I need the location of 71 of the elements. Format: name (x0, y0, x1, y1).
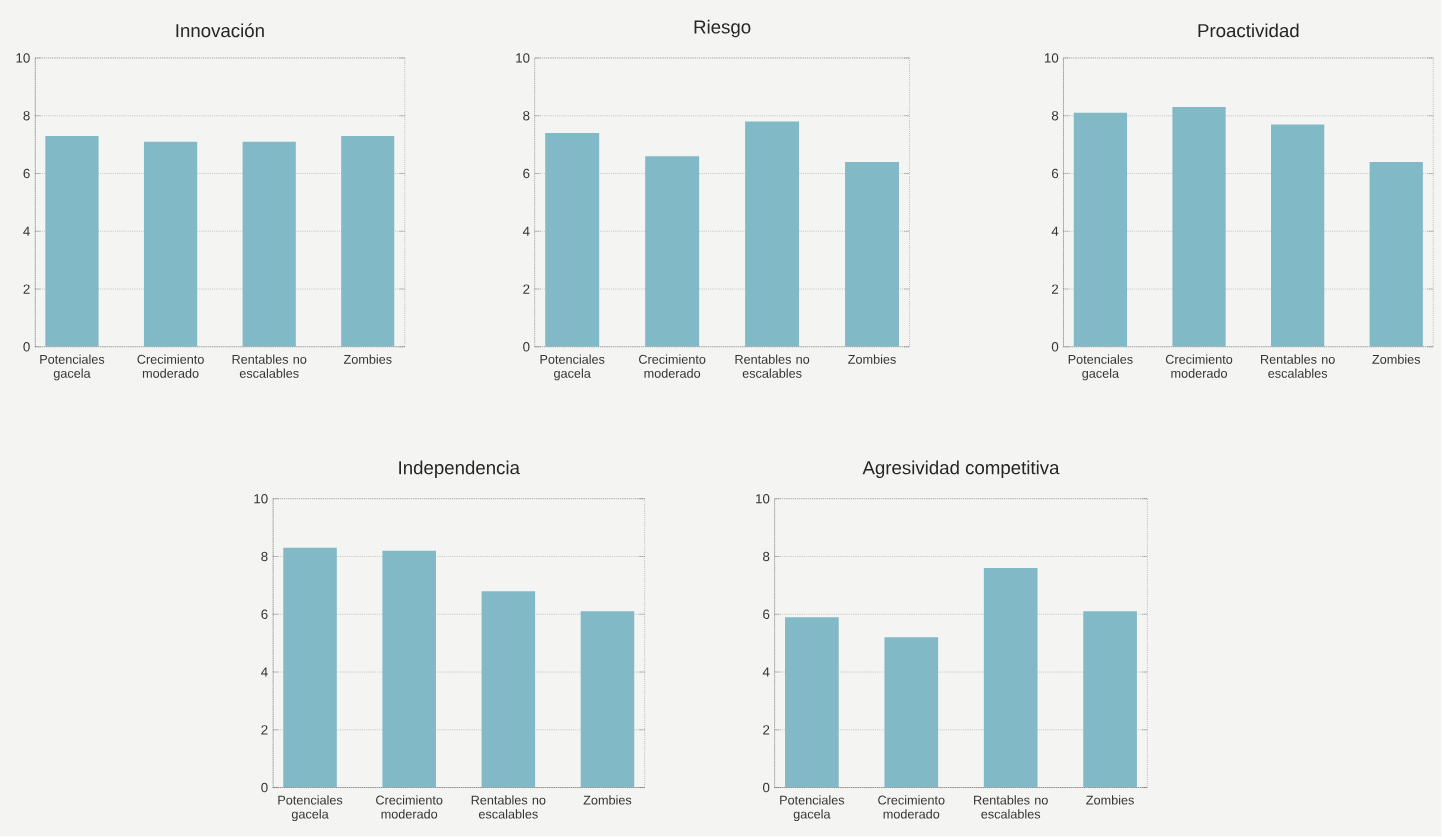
y-tick-label: 4 (522, 226, 530, 237)
bar (1271, 124, 1325, 348)
y-tick-label: 10 (254, 494, 268, 504)
bar (983, 568, 1038, 788)
x-tick-label: Zombies (343, 354, 392, 365)
bar (745, 121, 800, 348)
bar (580, 611, 635, 788)
x-tick-label: Rentables no escalables (232, 354, 307, 379)
y-tick-label: 4 (762, 667, 770, 677)
x-tick-label: Potenciales gacela (278, 795, 343, 822)
y-tick-label: 4 (261, 667, 268, 677)
y-tick-label: 6 (763, 609, 770, 620)
y-tick-label: 6 (23, 169, 30, 179)
bar (884, 637, 939, 788)
bar (785, 617, 839, 788)
chart-title: Independencia (399, 460, 520, 479)
y-tick-label: 6 (523, 169, 530, 179)
y-tick-label: 0 (261, 783, 268, 793)
x-tick-label: Crecimiento moderado (639, 354, 706, 379)
x-tick-label: Potenciales gacela (1068, 354, 1133, 381)
y-tick-label: 2 (261, 725, 268, 735)
chart-title: Riesgo (694, 20, 751, 38)
x-tick-label: Zombies (848, 354, 896, 365)
x-tick-label: Potenciales gacela (540, 354, 605, 381)
x-tick-label: Crecimiento moderado (137, 354, 204, 379)
y-tick-label: 4 (23, 226, 30, 237)
y-tick-label: 10 (756, 494, 770, 504)
x-tick-label: Rentables no escalables (1261, 354, 1335, 379)
bar (1172, 107, 1226, 348)
y-tick-label: 8 (763, 552, 770, 562)
bar (845, 162, 900, 348)
bar (545, 133, 600, 348)
bar (283, 548, 337, 788)
y-tick-label: 0 (1051, 342, 1059, 352)
chart-title: Agresividad competitiva (862, 460, 1060, 479)
y-tick-label: 8 (523, 111, 530, 121)
y-tick-label: 0 (762, 783, 770, 793)
y-tick-label: 6 (1051, 169, 1059, 179)
bar (481, 591, 536, 788)
y-tick-label: 0 (23, 342, 30, 352)
y-tick-label: 8 (23, 111, 30, 121)
chart-title: Innovación (176, 23, 264, 38)
y-tick-label: 10 (1044, 53, 1059, 63)
x-tick-label: Rentables no escalables (974, 795, 1048, 819)
chart-title: Proactividad (1198, 23, 1299, 38)
y-tick-label: 4 (1051, 226, 1059, 237)
y-tick-label: 10 (516, 53, 530, 63)
x-tick-label: Rentables no escalables (471, 795, 546, 819)
x-tick-label: Zombies (1372, 354, 1421, 365)
bar (1083, 611, 1137, 788)
y-tick-label: 2 (523, 284, 530, 294)
x-tick-label: Rentables no escalables (735, 354, 810, 379)
bar (1073, 113, 1128, 348)
y-tick-label: 2 (1051, 284, 1059, 294)
bar (1369, 162, 1423, 348)
x-tick-label: Zombies (1086, 795, 1134, 805)
bar (382, 550, 436, 788)
y-tick-label: 2 (763, 725, 770, 735)
x-tick-label: Zombies (583, 795, 632, 805)
x-tick-label: Crecimiento moderado (878, 795, 945, 819)
y-tick-label: 6 (261, 609, 268, 620)
x-tick-label: Potenciales gacela (40, 354, 105, 381)
x-tick-label: Crecimiento moderado (1165, 354, 1233, 379)
y-tick-label: 8 (261, 552, 268, 562)
y-tick-label: 2 (23, 284, 30, 294)
y-tick-label: 0 (523, 342, 530, 352)
y-tick-label: 8 (1051, 111, 1059, 121)
y-tick-label: 10 (16, 53, 30, 63)
x-tick-label: Potenciales gacela (780, 795, 845, 822)
bar (645, 156, 700, 348)
x-tick-label: Crecimiento moderado (376, 795, 443, 819)
